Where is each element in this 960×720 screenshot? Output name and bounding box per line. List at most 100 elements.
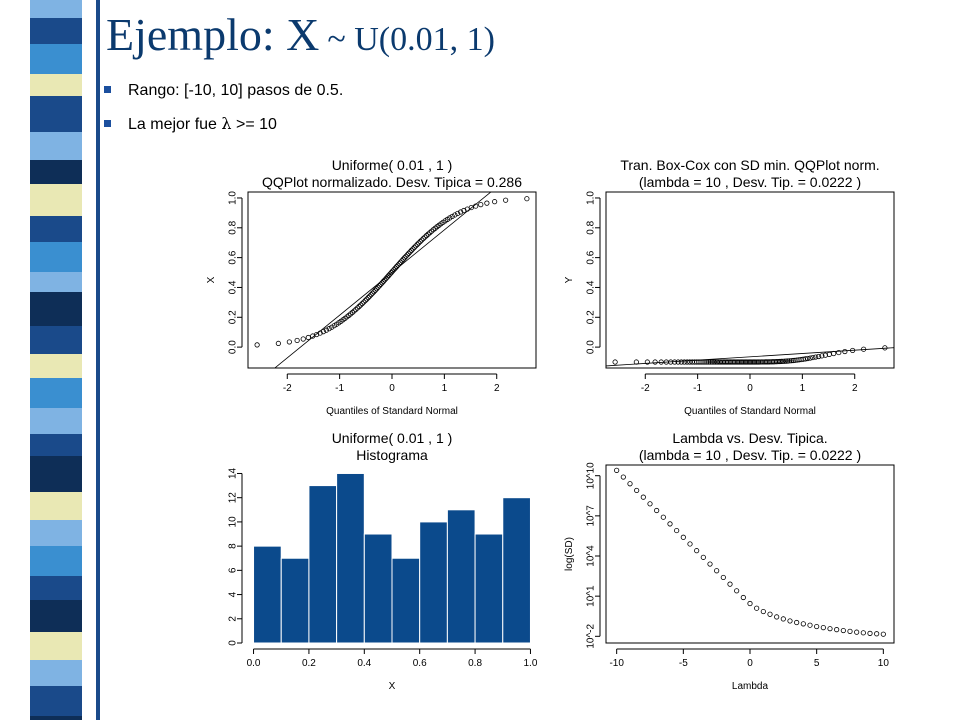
data-point bbox=[874, 631, 880, 637]
qqplot-boxcox: Tran. Box-Cox con SD min. QQPlot norm.(l… bbox=[564, 157, 895, 417]
y-tick-label: 10^7 bbox=[586, 505, 597, 527]
data-point bbox=[413, 243, 419, 249]
data-point bbox=[687, 541, 693, 547]
stripe-band bbox=[30, 74, 82, 96]
data-point bbox=[410, 246, 416, 252]
title-distribution: ~ U(0.01, 1) bbox=[327, 21, 495, 58]
histogram: Uniforme( 0.01 , 1 )Histograma X 0.0 0.2 0.4… bbox=[228, 430, 538, 692]
y-tick-label: 8 bbox=[228, 543, 239, 549]
data-point bbox=[647, 501, 653, 507]
x-axis-label: Quantiles of Standard Normal bbox=[326, 406, 458, 417]
data-point bbox=[323, 327, 329, 333]
stripe-band bbox=[30, 292, 82, 326]
stripe-band bbox=[30, 520, 82, 546]
data-point bbox=[392, 265, 398, 271]
stripe-band bbox=[30, 242, 82, 272]
data-point bbox=[740, 594, 746, 601]
stripe-band bbox=[30, 456, 82, 492]
chart-title: Uniforme( 0.01 , 1 ) bbox=[332, 430, 453, 446]
data-point bbox=[411, 244, 417, 251]
y-tick-label: 1.0 bbox=[228, 191, 239, 205]
data-point bbox=[672, 359, 678, 365]
bullet-best-text: La mejor fue bbox=[128, 116, 222, 133]
data-point bbox=[388, 269, 394, 276]
data-point bbox=[694, 548, 700, 554]
chart-title: Tran. Box-Cox con SD min. QQPlot norm. bbox=[620, 157, 879, 173]
data-point bbox=[860, 630, 866, 636]
x-tick-label: -10 bbox=[609, 658, 624, 669]
data-point bbox=[422, 234, 428, 240]
y-tick-label: 0.4 bbox=[586, 280, 597, 294]
y-tick-label: 10^1 bbox=[586, 585, 597, 607]
data-point bbox=[397, 259, 404, 265]
y-tick-label: 0.2 bbox=[228, 310, 239, 324]
data-point bbox=[368, 292, 374, 298]
y-tick-label: 10 bbox=[228, 516, 239, 528]
data-point bbox=[827, 626, 833, 632]
data-point bbox=[399, 258, 405, 264]
data-point bbox=[317, 330, 323, 336]
lambda-symbol: λ bbox=[221, 114, 232, 133]
x-tick-label: 0.0 bbox=[247, 658, 261, 669]
data-point bbox=[687, 359, 693, 365]
data-point bbox=[449, 213, 455, 220]
data-point bbox=[383, 275, 389, 282]
data-point bbox=[369, 290, 376, 296]
data-point bbox=[407, 249, 413, 255]
x-tick-label: 0 bbox=[747, 658, 753, 669]
data-point bbox=[819, 353, 825, 359]
x-tick-label: 0.4 bbox=[357, 658, 371, 669]
x-tick-label: -5 bbox=[679, 658, 688, 669]
data-point bbox=[807, 355, 813, 361]
data-point bbox=[667, 521, 673, 527]
data-point bbox=[362, 297, 368, 304]
stripe-band bbox=[30, 660, 82, 686]
stripe-band bbox=[30, 716, 82, 720]
chart-subtitle: (lambda = 10 , Desv. Tip. = 0.0222 ) bbox=[639, 447, 861, 463]
data-point bbox=[700, 554, 706, 560]
data-point bbox=[404, 252, 410, 258]
data-point bbox=[780, 358, 786, 364]
title-main: Ejemplo: X bbox=[106, 9, 320, 60]
data-point bbox=[820, 625, 826, 631]
data-point bbox=[320, 328, 326, 335]
plot-frame bbox=[247, 191, 537, 369]
data-point bbox=[711, 359, 717, 365]
data-point bbox=[802, 356, 809, 362]
data-point bbox=[396, 261, 402, 267]
stripe-band bbox=[30, 272, 82, 292]
stripe-band bbox=[30, 600, 82, 632]
data-point bbox=[714, 568, 720, 574]
data-point bbox=[376, 283, 383, 289]
y-tick-label: 0.6 bbox=[586, 250, 597, 264]
data-point bbox=[652, 359, 658, 365]
y-tick-label: 0.8 bbox=[586, 220, 597, 234]
data-point bbox=[627, 481, 633, 487]
data-point bbox=[640, 494, 646, 500]
chart-title: Lambda vs. Desv. Tipica. bbox=[672, 430, 827, 446]
data-point bbox=[831, 350, 837, 357]
data-point bbox=[468, 204, 474, 211]
data-point bbox=[681, 359, 687, 365]
data-point bbox=[393, 264, 400, 270]
data-point bbox=[805, 355, 811, 362]
slide-title: Ejemplo: X ~ U(0.01, 1) bbox=[106, 8, 495, 61]
reference-line bbox=[606, 347, 894, 367]
data-point bbox=[254, 342, 260, 348]
chart-title: Uniforme( 0.01 , 1 ) bbox=[332, 157, 453, 173]
data-point bbox=[813, 354, 819, 360]
y-tick-label: 0.6 bbox=[228, 250, 239, 264]
data-point bbox=[704, 359, 710, 365]
stripe-band bbox=[30, 18, 82, 44]
reference-line-group bbox=[606, 347, 894, 367]
stripe-band bbox=[30, 354, 82, 378]
data-point bbox=[387, 271, 393, 277]
data-point bbox=[660, 514, 666, 520]
chart-subtitle: QQPlot normalizado. Desv. Tipica = 0.286 bbox=[262, 174, 522, 190]
data-point bbox=[452, 212, 458, 218]
data-point bbox=[807, 622, 813, 628]
data-point bbox=[792, 357, 798, 363]
x-tick-label: 1.0 bbox=[524, 658, 538, 669]
lambda-vs-sd: Lambda vs. Desv. Tipica.(lambda = 10 , D… bbox=[564, 430, 895, 692]
data-point bbox=[781, 358, 788, 364]
